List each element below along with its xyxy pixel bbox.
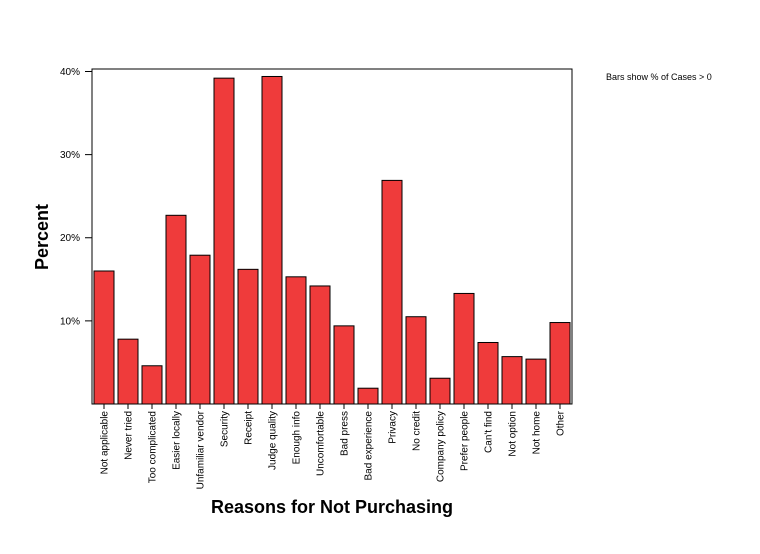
bars-group [93, 75, 571, 405]
bar [549, 322, 571, 405]
y-tick-label: 30% [60, 150, 80, 161]
x-category-label: Not home [532, 411, 543, 455]
x-category-label: Not option [508, 411, 519, 457]
x-category-label: Never tried [124, 411, 135, 460]
x-category-label: Other [556, 410, 567, 436]
x-category-label: Unfamiliar vendor [196, 410, 207, 489]
y-tick-label: 20% [60, 233, 80, 244]
bar [333, 325, 355, 405]
bars-note: Bars show % of Cases > 0 [606, 72, 712, 82]
plot-frame [91, 68, 573, 405]
bar [165, 214, 187, 405]
bar [501, 356, 523, 405]
bar [309, 285, 331, 405]
x-category-label: Receipt [244, 411, 255, 445]
bar [477, 341, 499, 405]
x-category-label: Privacy [388, 411, 399, 444]
x-category-label: Uncomfortable [316, 411, 327, 476]
x-category-label: Can't find [484, 411, 495, 453]
bar [213, 77, 235, 405]
x-category-label: Enough info [292, 411, 303, 465]
bar [525, 358, 547, 405]
x-category-label: Not applicable [100, 411, 111, 475]
y-axis-title: Percent [32, 204, 52, 270]
bar [237, 268, 259, 405]
x-category-label: Bad experience [364, 411, 375, 481]
bar [141, 365, 163, 405]
y-tick-label: 40% [60, 67, 80, 78]
x-category-label: Bad press [340, 411, 351, 456]
bar [381, 179, 403, 405]
y-tick-label: 10% [60, 316, 80, 327]
bar [357, 387, 379, 405]
x-category-label: Easier locally [172, 411, 183, 470]
bar [285, 276, 307, 405]
x-category-label: Security [220, 411, 231, 447]
x-category-label: Judge quality [268, 411, 279, 470]
bar [117, 338, 139, 405]
y-axis: 10% 20% 30% 40% [60, 67, 92, 327]
x-category-label: Company policy [436, 411, 447, 482]
bar [189, 254, 211, 405]
x-category-label: Prefer people [460, 411, 471, 471]
bar [453, 292, 475, 405]
x-axis: Not applicable Never tried Too complicated… [100, 404, 567, 489]
x-category-label: Too complicated [148, 411, 159, 483]
bar [429, 377, 451, 405]
x-category-label: No credit [412, 411, 423, 451]
bar [261, 75, 283, 405]
bar [405, 316, 427, 405]
bar [93, 270, 115, 405]
x-axis-title: Reasons for Not Purchasing [211, 497, 453, 517]
